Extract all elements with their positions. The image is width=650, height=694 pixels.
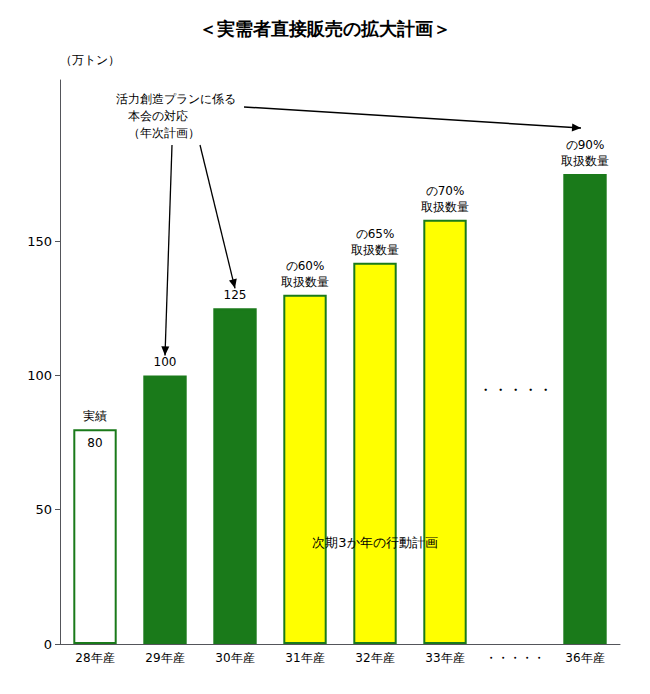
svg-text:0: 0	[44, 637, 52, 652]
svg-text:29年産: 29年産	[145, 651, 184, 665]
svg-text:36年産: 36年産	[565, 651, 604, 665]
svg-text:取扱数量: 取扱数量	[561, 154, 609, 168]
svg-text:80: 80	[87, 436, 102, 450]
svg-text:取扱数量: 取扱数量	[351, 243, 399, 257]
svg-text:32年産: 32年産	[355, 651, 394, 665]
svg-text:の70%: の70%	[426, 184, 465, 198]
svg-text:30年産: 30年産	[215, 651, 254, 665]
svg-text:100: 100	[154, 355, 177, 369]
svg-text:28年産: 28年産	[75, 651, 114, 665]
svg-text:本会の対応: 本会の対応	[116, 109, 188, 123]
svg-text:＜実需者直接販売の拡大計画＞: ＜実需者直接販売の拡大計画＞	[199, 18, 451, 39]
svg-text:125: 125	[224, 288, 247, 302]
svg-text:33年産: 33年産	[425, 651, 464, 665]
svg-text:次期3か年の行動計画: 次期3か年の行動計画	[312, 535, 437, 550]
svg-text:（万トン）: （万トン）	[60, 53, 120, 67]
svg-text:・・・・・: ・・・・・	[478, 381, 553, 399]
svg-text:の90%: の90%	[566, 138, 605, 152]
svg-text:50: 50	[35, 502, 52, 517]
svg-text:実績: 実績	[83, 409, 107, 423]
svg-text:100: 100	[27, 368, 52, 383]
svg-text:・・・・・: ・・・・・	[485, 651, 545, 665]
svg-text:31年産: 31年産	[285, 651, 324, 665]
svg-text:取扱数量: 取扱数量	[421, 200, 469, 214]
svg-text:取扱数量: 取扱数量	[281, 275, 329, 289]
svg-text:の60%: の60%	[286, 259, 325, 273]
svg-text:（年次計画）: （年次計画）	[116, 126, 200, 140]
svg-text:活力創造プランに係る: 活力創造プランに係る	[116, 92, 236, 106]
svg-text:150: 150	[27, 234, 52, 249]
svg-text:の65%: の65%	[356, 227, 395, 241]
